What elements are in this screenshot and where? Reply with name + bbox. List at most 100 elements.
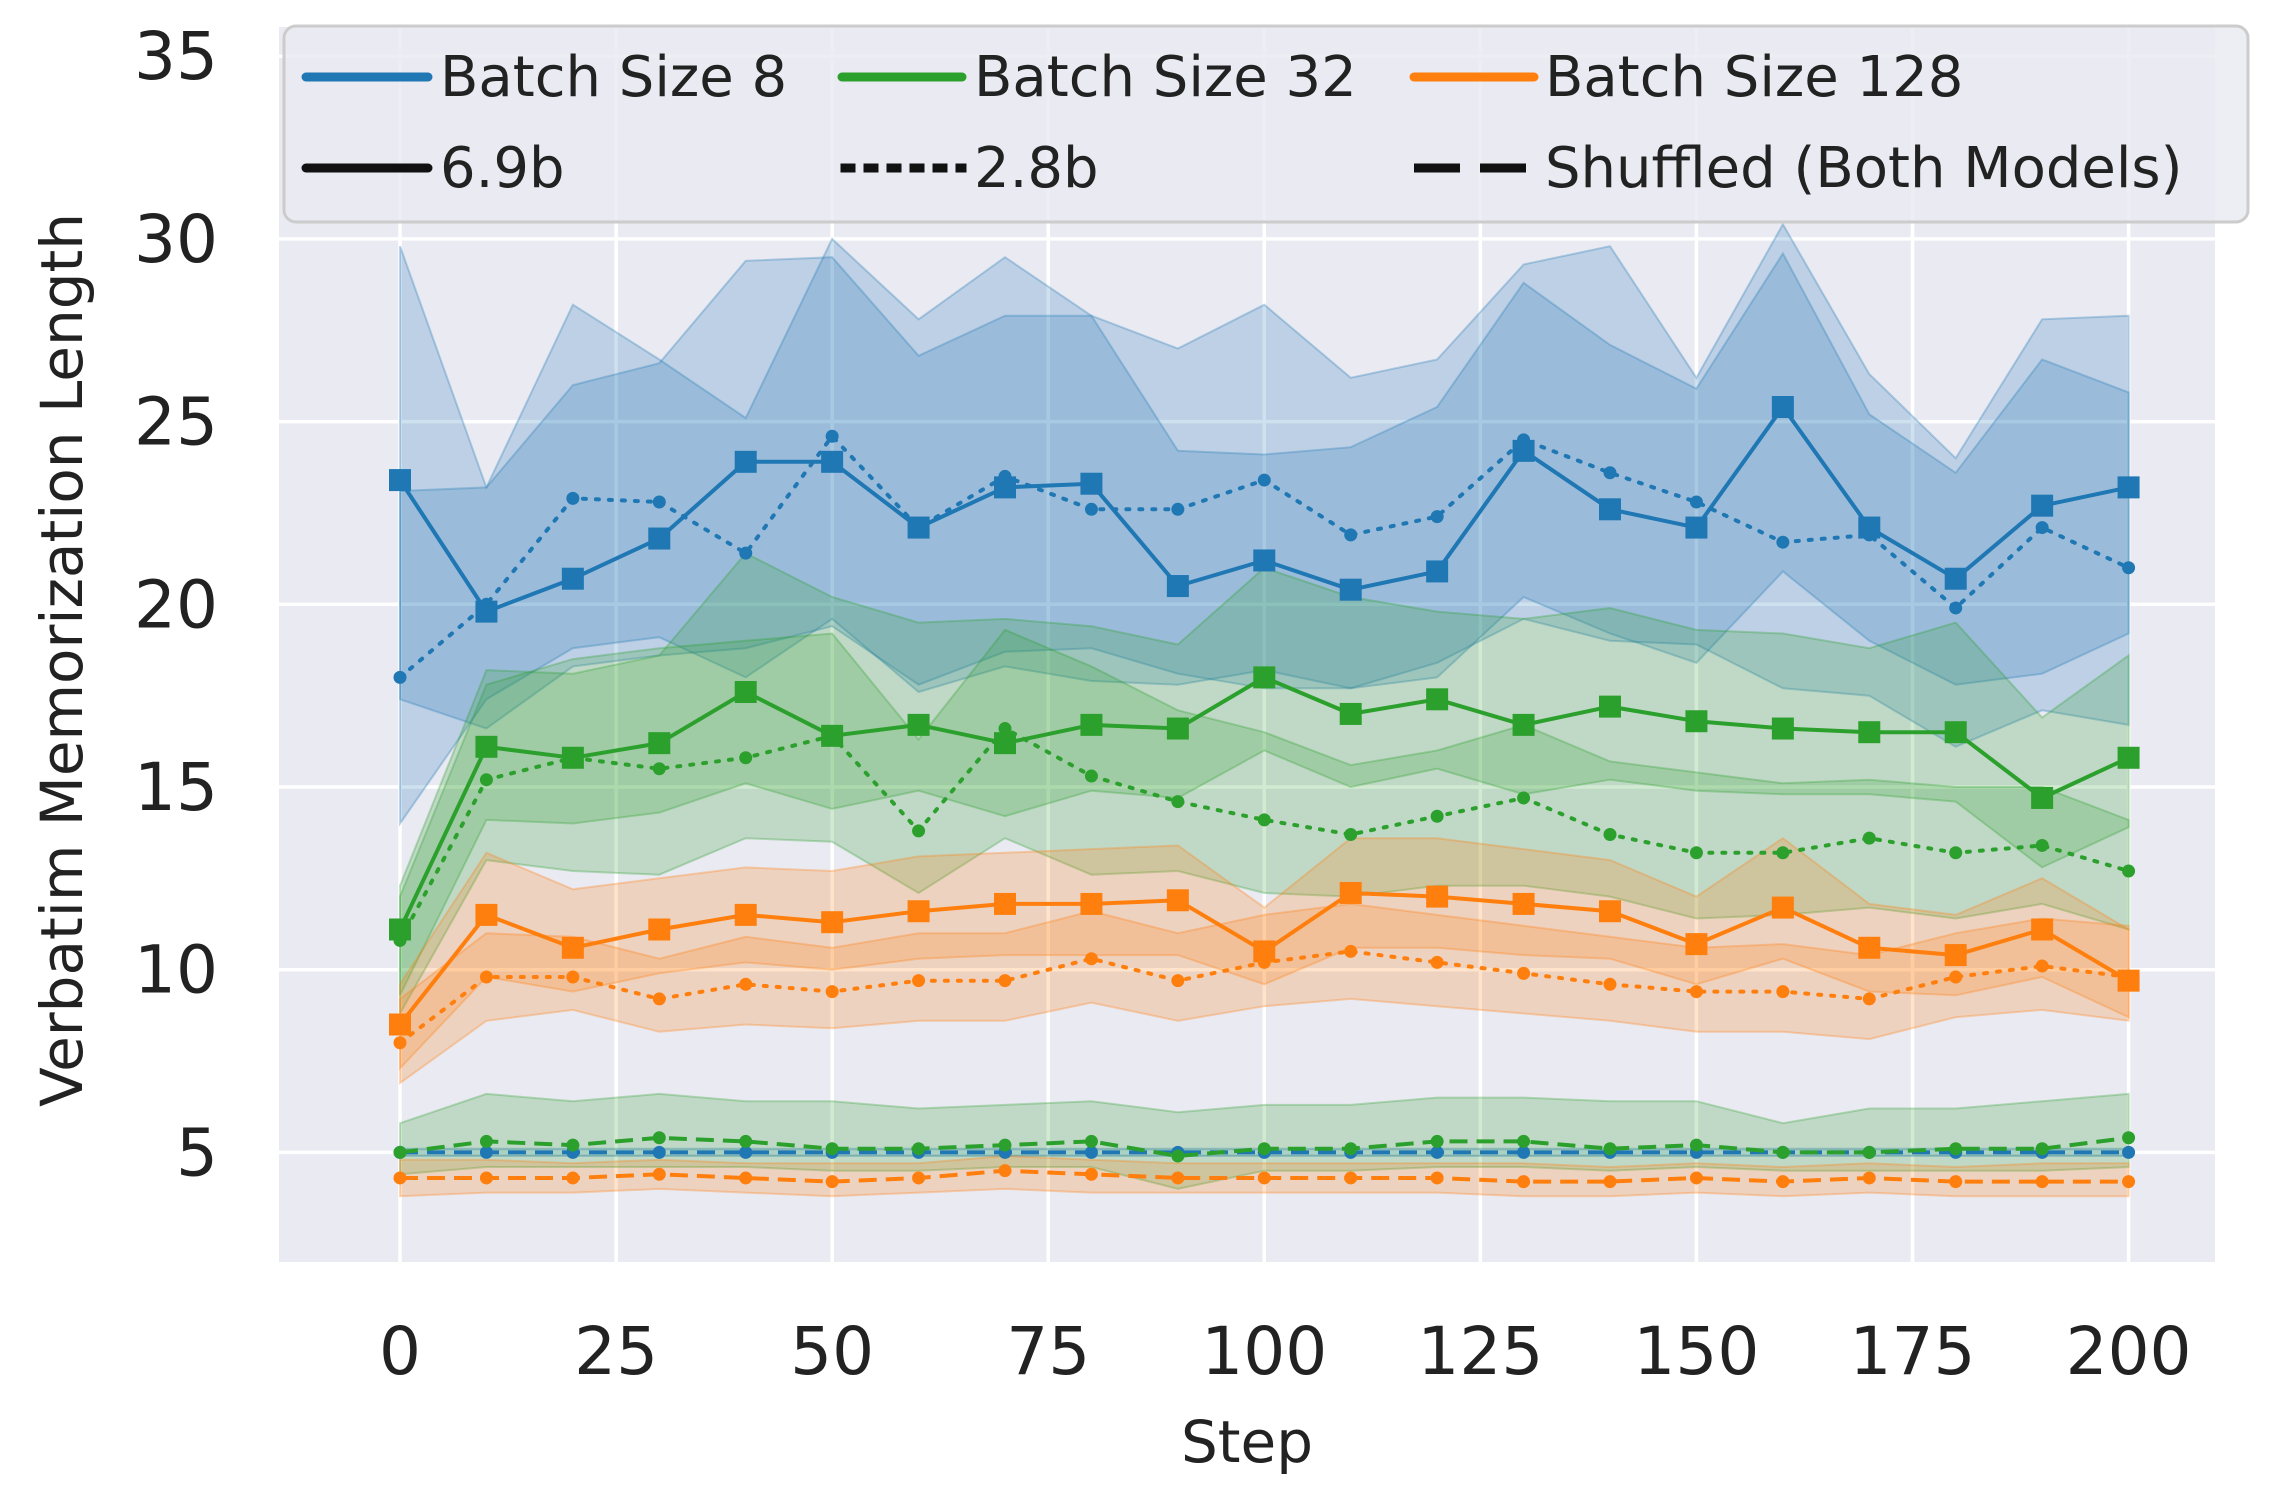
data-point-batch-size-32-6-9b: [2117, 746, 2140, 769]
data-point-batch-size-8-2-8b: [1862, 528, 1876, 542]
data-point-batch-size-32-2-8b: [2035, 838, 2049, 852]
data-point-batch-size-32-2-8b: [393, 933, 407, 947]
data-point-batch-size-128-shuffled-both-models: [1084, 1167, 1098, 1181]
data-point-batch-size-32-6-9b: [1080, 713, 1103, 736]
data-point-batch-size-128-shuffled-both-models: [998, 1164, 1012, 1178]
data-point-batch-size-128-shuffled-both-models: [1949, 1175, 1963, 1189]
data-point-batch-size-8-shuffled-both-models: [1430, 1145, 1444, 1159]
y-axis-title: Verbatim Memorization Length: [28, 213, 96, 1107]
data-point-batch-size-128-2-8b: [652, 992, 666, 1006]
data-point-batch-size-8-2-8b: [1171, 502, 1185, 516]
data-point-batch-size-32-2-8b: [1430, 809, 1444, 823]
data-point-batch-size-8-6-9b: [1339, 578, 1362, 601]
data-point-batch-size-8-2-8b: [652, 495, 666, 509]
data-point-batch-size-128-shuffled-both-models: [393, 1171, 407, 1185]
data-point-batch-size-8-shuffled-both-models: [2122, 1145, 2136, 1159]
data-point-batch-size-32-6-9b: [1858, 721, 1881, 744]
data-point-batch-size-128-2-8b: [1430, 955, 1444, 969]
data-point-batch-size-128-shuffled-both-models: [2035, 1175, 2049, 1189]
data-point-batch-size-8-6-9b: [1080, 472, 1103, 495]
data-point-batch-size-32-shuffled-both-models: [739, 1134, 753, 1148]
data-point-batch-size-32-2-8b: [1862, 831, 1876, 845]
data-point-batch-size-128-shuffled-both-models: [652, 1167, 666, 1181]
data-point-batch-size-128-shuffled-both-models: [1603, 1175, 1617, 1189]
data-point-batch-size-128-6-9b: [1685, 933, 1708, 956]
y-tick-label: 25: [134, 384, 218, 461]
data-point-batch-size-128-6-9b: [389, 1013, 411, 1036]
data-point-batch-size-128-shuffled-both-models: [1517, 1175, 1531, 1189]
data-point-batch-size-8-2-8b: [1689, 495, 1703, 509]
data-point-batch-size-128-2-8b: [1949, 970, 1963, 984]
legend-label-2-8b: 2.8b: [974, 136, 1099, 201]
data-point-batch-size-128-shuffled-both-models: [1862, 1171, 1876, 1185]
data-point-batch-size-32-shuffled-both-models: [2122, 1131, 2136, 1145]
data-point-batch-size-8-6-9b: [2117, 476, 2140, 499]
data-point-batch-size-32-shuffled-both-models: [1257, 1142, 1271, 1156]
data-point-batch-size-128-shuffled-both-models: [566, 1171, 580, 1185]
data-point-batch-size-32-2-8b: [1344, 828, 1358, 841]
data-point-batch-size-8-6-9b: [2031, 494, 2054, 517]
data-point-batch-size-128-2-8b: [479, 970, 493, 984]
data-point-batch-size-8-2-8b: [1603, 466, 1617, 480]
tick-labels: 0 25 50 75 100 125 150 175 200 5 10 15 20 25 30 35: [134, 18, 2192, 1390]
data-point-batch-size-32-6-9b: [648, 732, 671, 755]
data-point-batch-size-32-shuffled-both-models: [1344, 1142, 1358, 1156]
data-point-batch-size-128-2-8b: [1517, 966, 1531, 980]
data-point-batch-size-32-shuffled-both-models: [479, 1134, 493, 1148]
data-point-batch-size-32-2-8b: [479, 773, 493, 787]
data-point-batch-size-32-shuffled-both-models: [1862, 1145, 1876, 1159]
data-point-batch-size-8-6-9b: [821, 450, 844, 473]
data-point-batch-size-128-6-9b: [1166, 889, 1189, 912]
data-point-batch-size-32-6-9b: [1253, 666, 1276, 689]
x-tick-label: 25: [574, 1313, 658, 1390]
data-point-batch-size-32-6-9b: [1512, 713, 1535, 736]
data-point-batch-size-32-6-9b: [475, 735, 498, 758]
data-point-batch-size-32-shuffled-both-models: [652, 1131, 666, 1145]
data-point-batch-size-32-shuffled-both-models: [566, 1138, 580, 1152]
x-tick-label: 200: [2066, 1313, 2192, 1390]
y-tick-label: 5: [176, 1114, 218, 1191]
legend-label-batch-size-128: Batch Size 128: [1545, 45, 1963, 110]
data-point-batch-size-32-shuffled-both-models: [1517, 1134, 1531, 1148]
x-tick-label: 125: [1417, 1313, 1543, 1390]
data-point-batch-size-32-2-8b: [912, 824, 926, 838]
legend-label-batch-size-8: Batch Size 8: [440, 45, 787, 110]
data-point-batch-size-32-6-9b: [1166, 717, 1189, 740]
data-point-batch-size-32-6-9b: [1599, 695, 1621, 718]
data-point-batch-size-32-6-9b: [1685, 710, 1708, 733]
data-point-batch-size-32-2-8b: [1689, 846, 1703, 860]
band-batch-size-32-6-9b: [399, 551, 2130, 996]
data-point-batch-size-32-2-8b: [1084, 769, 1098, 783]
x-tick-label: 0: [379, 1313, 421, 1390]
data-point-batch-size-128-2-8b: [912, 974, 926, 988]
data-point-batch-size-8-shuffled-both-models: [1517, 1145, 1531, 1159]
x-tick-label: 75: [1006, 1313, 1090, 1390]
data-point-batch-size-128-2-8b: [1171, 974, 1185, 988]
data-point-batch-size-128-2-8b: [998, 974, 1012, 988]
data-point-batch-size-32-6-9b: [1426, 688, 1449, 711]
data-point-batch-size-8-2-8b: [739, 546, 753, 560]
band-batch-size-8-2-8b: [399, 222, 2130, 827]
data-point-batch-size-8-2-8b: [1517, 433, 1531, 447]
legend: Batch Size 8 Batch Size 32 Batch Size 12…: [282, 24, 2250, 224]
data-point-batch-size-32-shuffled-both-models: [393, 1145, 407, 1159]
data-point-batch-size-8-6-9b: [648, 527, 671, 550]
data-point-batch-size-32-2-8b: [1776, 846, 1790, 860]
data-point-batch-size-8-6-9b: [1512, 439, 1535, 462]
x-tick-label: 150: [1633, 1313, 1759, 1390]
y-tick-label: 35: [134, 18, 218, 95]
data-point-batch-size-32-2-8b: [1949, 846, 1963, 860]
data-point-batch-size-128-shuffled-both-models: [1344, 1171, 1358, 1185]
legend-label-batch-size-32: Batch Size 32: [974, 45, 1357, 110]
data-point-batch-size-32-6-9b: [734, 681, 757, 703]
data-point-batch-size-8-6-9b: [1166, 575, 1189, 598]
data-point-batch-size-8-shuffled-both-models: [652, 1145, 666, 1159]
data-point-batch-size-32-2-8b: [998, 722, 1012, 736]
data-point-batch-size-32-shuffled-both-models: [2035, 1142, 2049, 1156]
data-point-batch-size-128-2-8b: [1084, 952, 1098, 966]
data-point-batch-size-32-shuffled-both-models: [1084, 1134, 1098, 1148]
data-point-batch-size-32-6-9b: [994, 732, 1016, 755]
data-point-batch-size-128-shuffled-both-models: [825, 1175, 839, 1189]
